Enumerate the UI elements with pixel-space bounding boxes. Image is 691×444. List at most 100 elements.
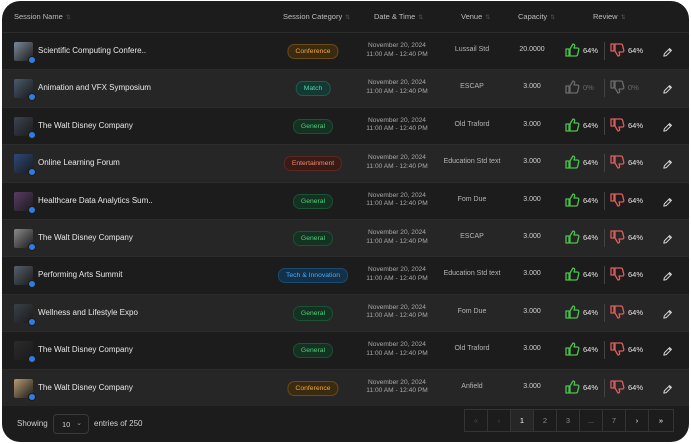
session-time: 11:00 AM - 12:40 PM — [366, 274, 428, 282]
session-datetime: November 20, 2024 11:00 AM - 12:40 PM — [357, 79, 437, 96]
edit-icon[interactable] — [662, 307, 673, 319]
table-row[interactable]: Animation and VFX Symposium Match Novemb… — [2, 69, 689, 107]
thumbs-down-icon[interactable] — [609, 117, 625, 133]
table-row[interactable]: The Walt Disney Company Conference Novem… — [2, 368, 689, 406]
session-name[interactable]: The Walt Disney Company — [38, 345, 133, 355]
badge-icon — [28, 93, 36, 102]
category-badge: General — [292, 193, 334, 209]
session-name[interactable]: Scientific Computing Confere.. — [38, 46, 147, 55]
edit-icon[interactable] — [662, 195, 673, 207]
thumbs-down-icon[interactable] — [609, 304, 625, 320]
thumbs-up-icon[interactable] — [564, 42, 580, 58]
table-row[interactable]: Performing Arts Summit Tech & Innovation… — [2, 256, 689, 293]
thumbs-up-icon[interactable] — [564, 266, 580, 282]
col-capacity[interactable]: Capacity ⇅ — [518, 12, 556, 21]
session-thumbnail — [14, 42, 36, 64]
thumbs-up-icon[interactable] — [564, 79, 580, 95]
session-thumbnail — [14, 116, 36, 139]
thumbs-down-icon[interactable] — [609, 266, 625, 282]
session-name[interactable]: The Walt Disney Company — [38, 382, 133, 392]
session-name[interactable]: Online Learning Forum — [38, 158, 120, 168]
edit-icon[interactable] — [662, 157, 673, 169]
session-name[interactable]: The Walt Disney Company — [38, 120, 133, 130]
table-row[interactable]: Wellness and Lifestyle Expo General Nove… — [2, 293, 689, 332]
col-session-name[interactable]: Session Name ⇅ — [14, 12, 71, 21]
session-venue: Anfield — [461, 382, 483, 390]
session-venue: Fom Due — [457, 195, 487, 203]
session-date: November 20, 2024 — [368, 191, 426, 199]
thumbs-up-icon[interactable] — [564, 192, 580, 208]
thumbs-up-icon[interactable] — [564, 229, 580, 245]
per-page-select[interactable]: 10 ⌄ — [53, 414, 89, 434]
edit-icon[interactable] — [662, 45, 673, 57]
session-datetime: November 20, 2024 11:00 AM - 12:40 PM — [357, 42, 437, 59]
thumbs-down-icon[interactable] — [609, 42, 625, 58]
session-capacity: 3.000 — [523, 307, 541, 315]
double-chevron-left-icon: « — [473, 416, 479, 425]
session-datetime: November 20, 2024 11:00 AM - 12:40 PM — [357, 117, 437, 134]
badge-icon — [28, 130, 36, 139]
category-badge: General — [292, 230, 334, 246]
badge-icon — [28, 242, 36, 251]
session-venue: Education Std text — [443, 158, 501, 166]
table-row[interactable]: The Walt Disney Company General November… — [2, 331, 689, 368]
prev-page-button[interactable]: ‹ — [487, 409, 511, 432]
category-badge: Match — [295, 81, 331, 97]
review-divider — [604, 154, 605, 173]
edit-icon[interactable] — [662, 382, 673, 394]
downvote-percent: 64% — [628, 46, 644, 55]
thumbs-down-icon[interactable] — [609, 379, 625, 395]
edit-icon[interactable] — [662, 344, 673, 356]
edit-icon[interactable] — [662, 269, 673, 282]
session-datetime: November 20, 2024 11:00 AM - 12:40 PM — [357, 379, 437, 396]
thumbs-down-icon[interactable] — [609, 192, 625, 208]
category-badge: Conference — [287, 380, 339, 396]
edit-icon[interactable] — [662, 232, 673, 244]
page-1-button[interactable]: 1 — [510, 409, 534, 432]
page-3-button[interactable]: 3 — [556, 409, 580, 432]
double-chevron-right-icon: » — [658, 416, 664, 425]
session-thumbnail — [14, 378, 36, 401]
category-badge: Tech & Innovation — [277, 268, 349, 284]
col-review[interactable]: Review ⇅ — [593, 12, 626, 21]
last-page-button[interactable]: » — [648, 409, 674, 432]
downvote-percent: 64% — [628, 345, 644, 355]
thumbs-up-icon[interactable] — [564, 341, 580, 357]
edit-icon[interactable] — [662, 82, 673, 95]
table-row[interactable]: Healthcare Data Analytics Sum.. General … — [2, 181, 689, 219]
page-7-button[interactable]: 7 — [602, 409, 626, 432]
session-name[interactable]: Animation and VFX Symposium — [38, 83, 151, 93]
thumbs-up-icon[interactable] — [564, 117, 580, 133]
first-page-button[interactable]: « — [464, 409, 488, 432]
table-row[interactable]: The Walt Disney Company General November… — [2, 218, 689, 257]
table-row[interactable]: Online Learning Forum Entertainment Nove… — [2, 144, 689, 182]
next-page-button[interactable]: › — [625, 409, 649, 432]
thumbs-down-icon[interactable] — [609, 79, 625, 95]
thumbs-up-icon[interactable] — [564, 379, 580, 395]
session-capacity: 3.000 — [523, 270, 541, 278]
edit-icon[interactable] — [662, 120, 673, 132]
page-2-button[interactable]: 2 — [533, 409, 557, 432]
thumbs-down-icon[interactable] — [609, 341, 625, 357]
thumbs-down-icon[interactable] — [609, 229, 625, 245]
col-venue[interactable]: Venue ⇅ — [461, 12, 491, 21]
col-date-time[interactable]: Date & Time ⇅ — [374, 12, 424, 21]
badge-icon — [28, 317, 36, 326]
sort-icon: ⇅ — [345, 15, 351, 21]
session-date: November 20, 2024 — [368, 79, 426, 87]
session-name[interactable]: The Walt Disney Company — [38, 232, 133, 242]
col-session-category[interactable]: Session Category ⇅ — [283, 12, 351, 21]
table-row[interactable]: The Walt Disney Company General November… — [2, 106, 689, 144]
category-badge: Conference — [287, 44, 339, 59]
session-name[interactable]: Healthcare Data Analytics Sum.. — [38, 195, 153, 205]
upvote-percent: 64% — [583, 270, 599, 280]
session-thumbnail — [14, 191, 36, 214]
table-row[interactable]: Scientific Computing Confere.. Conferenc… — [2, 32, 689, 69]
thumbs-down-icon[interactable] — [609, 154, 625, 170]
session-name[interactable]: Performing Arts Summit — [38, 270, 123, 280]
thumbs-up-icon[interactable] — [564, 154, 580, 170]
category-badge: General — [292, 305, 334, 321]
thumbs-up-icon[interactable] — [564, 304, 580, 320]
category-badge: Entertainment — [283, 156, 343, 172]
session-name[interactable]: Wellness and Lifestyle Expo — [38, 307, 138, 317]
